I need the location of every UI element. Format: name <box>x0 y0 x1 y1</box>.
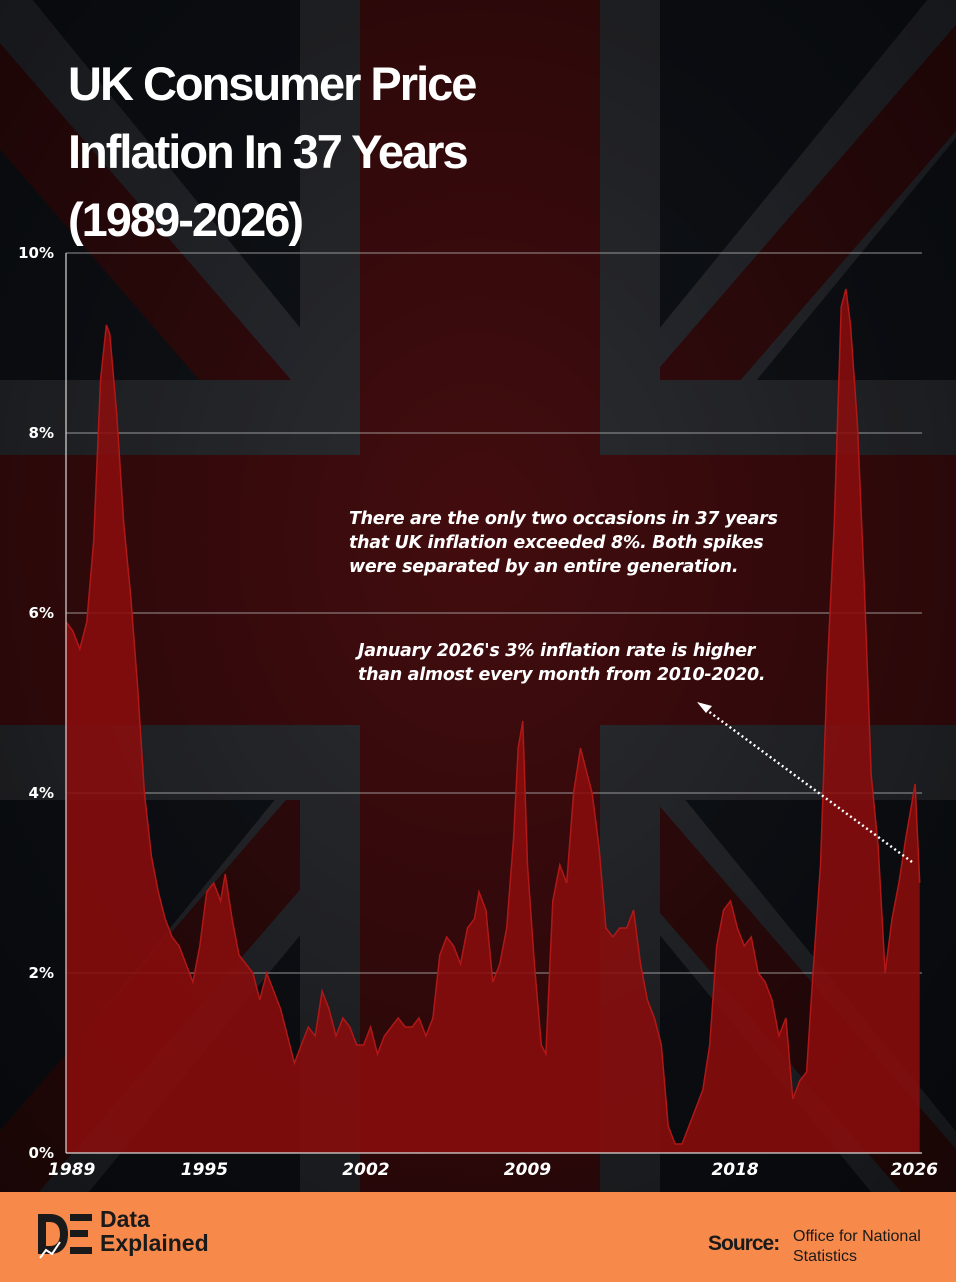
x-tick-labels: 1989 1995 2002 2009 2018 2026 <box>48 1160 938 1180</box>
january-2026-annotation: January 2026's 3% inflation rate is high… <box>358 639 766 687</box>
brand-name: Data Explained <box>100 1207 209 1255</box>
dotted-arrow-line <box>703 706 913 864</box>
arrow-head-icon <box>697 702 712 713</box>
source-value: Office for National Statistics <box>793 1227 953 1267</box>
y-tick-label: 10% <box>18 244 54 262</box>
footer-bar: Data Explained Source: Office for Nation… <box>0 1192 956 1282</box>
annotation-line: January 2026's 3% inflation rate is high… <box>358 641 755 661</box>
brand-line: Explained <box>100 1230 209 1256</box>
inflation-area <box>66 289 920 1153</box>
source-label: Source: <box>708 1232 780 1255</box>
chart-title: UK Consumer Price Inflation In 37 Years … <box>68 50 668 254</box>
title-line: UK Consumer Price <box>68 57 477 110</box>
inflation-line <box>65 288 921 1145</box>
spikes-annotation: There are the only two occasions in 37 y… <box>349 507 778 579</box>
axes <box>65 253 922 1154</box>
x-tick-label: 1995 <box>181 1160 228 1180</box>
annotation-line: that UK inflation exceeded 8%. Both spik… <box>349 533 764 553</box>
x-tick-label: 2009 <box>504 1160 551 1180</box>
y-tick-label: 0% <box>29 1144 54 1162</box>
source-line: Office for National <box>793 1228 921 1245</box>
y-tick-label: 6% <box>29 604 54 622</box>
inflation-chart: 0% 2% 4% 6% 8% 10% 1989 1995 2002 2009 2018 2026 <box>18 244 938 1180</box>
x-tick-label: 2002 <box>342 1160 389 1180</box>
y-tick-labels: 0% 2% 4% 6% 8% 10% <box>18 244 54 1162</box>
title-line: Inflation In 37 Years <box>68 125 469 178</box>
annotation-line: There are the only two occasions in 37 y… <box>349 509 778 529</box>
annotation-line: were separated by an entire generation. <box>349 557 739 577</box>
y-tick-label: 4% <box>29 784 54 802</box>
area-series <box>65 288 921 1153</box>
x-tick-label: 1989 <box>48 1160 95 1180</box>
x-tick-label: 2018 <box>711 1160 758 1180</box>
title-line: (1989-2026) <box>68 193 304 246</box>
source-line: Statistics <box>793 1248 858 1265</box>
brand-line: Data <box>100 1206 150 1232</box>
grid-lines <box>66 252 922 974</box>
annotation-line: than almost every month from 2010-2020. <box>358 665 766 685</box>
data-explained-logo-icon <box>38 1214 92 1259</box>
y-tick-label: 8% <box>29 424 54 442</box>
annotation-arrow <box>697 702 913 864</box>
y-tick-label: 2% <box>29 964 54 982</box>
x-tick-label: 2026 <box>891 1160 938 1180</box>
